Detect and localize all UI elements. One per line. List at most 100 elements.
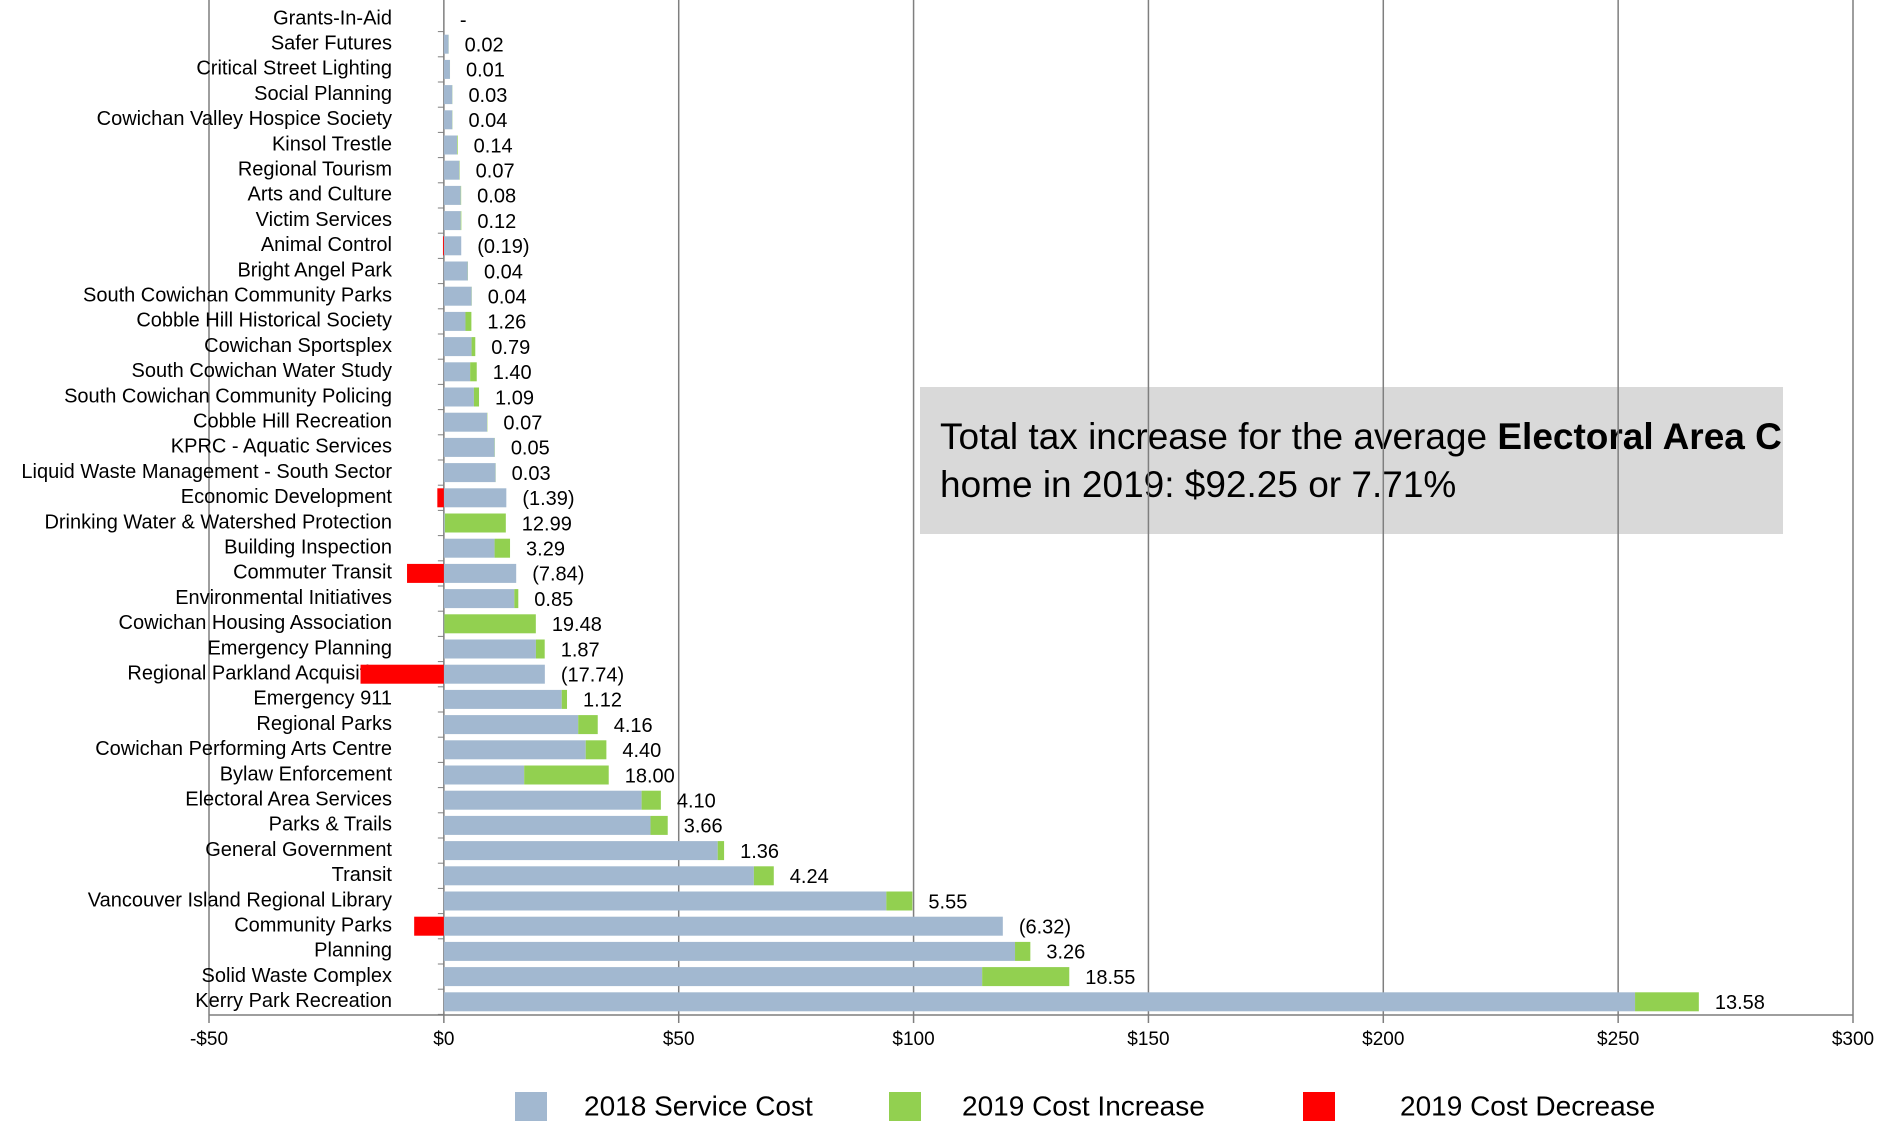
bar-2018 <box>443 236 462 256</box>
category-label: Vancouver Island Regional Library <box>88 889 392 911</box>
bar-decrease <box>442 236 444 256</box>
x-tick-label: $150 <box>1127 1029 1169 1050</box>
bar-2018 <box>443 362 471 382</box>
data-label: 12.99 <box>522 513 572 535</box>
data-label: 4.40 <box>622 740 661 762</box>
data-label: 0.12 <box>477 211 516 233</box>
data-label: 4.24 <box>790 866 829 888</box>
category-label: Transit <box>332 864 393 886</box>
data-label: 0.04 <box>488 286 527 308</box>
bar-increase <box>753 866 774 886</box>
bar-2018 <box>443 563 517 583</box>
data-label: 0.01 <box>466 60 505 82</box>
legend-swatch <box>1303 1092 1335 1121</box>
category-label: Cowichan Valley Hospice Society <box>97 108 392 130</box>
bar-2018 <box>443 387 474 407</box>
bar-increase <box>982 967 1070 987</box>
bar-increase <box>641 790 661 810</box>
bar-2018 <box>443 765 525 785</box>
bar-increase <box>470 362 477 382</box>
category-label: Bright Angel Park <box>237 259 393 281</box>
legend-label: 2018 Service Cost <box>584 1090 813 1121</box>
data-label: 0.04 <box>468 110 507 132</box>
data-label: 18.00 <box>625 765 675 787</box>
bar-2018 <box>443 538 495 558</box>
category-label: Cobble Hill Historical Society <box>136 310 392 332</box>
data-label: 0.07 <box>503 412 542 434</box>
bar-2018 <box>443 261 468 281</box>
data-label: 0.85 <box>534 589 573 611</box>
category-label: Regional Tourism <box>238 158 392 180</box>
category-label: Animal Control <box>261 234 392 256</box>
category-label: Community Parks <box>234 914 392 936</box>
bar-increase <box>514 589 519 609</box>
annotation-text: home in 2019: $92.25 or 7.71% <box>940 464 1456 505</box>
bar-increase <box>444 614 536 634</box>
data-label: 0.03 <box>468 85 507 107</box>
data-label: 0.03 <box>512 463 551 485</box>
bar-2018 <box>443 59 450 79</box>
bar-2018 <box>443 437 495 457</box>
annotation-text: Total tax increase for the average <box>940 416 1497 457</box>
category-label: Grants-In-Aid <box>273 7 392 29</box>
category-label: Economic Development <box>181 486 393 508</box>
bar-2018 <box>443 110 453 130</box>
category-label: Solid Waste Complex <box>202 965 392 987</box>
category-label: Electoral Area Services <box>185 788 392 810</box>
bar-decrease <box>437 488 444 508</box>
legend-label: 2019 Cost Decrease <box>1400 1090 1655 1121</box>
bar-increase <box>535 639 545 659</box>
category-label: Liquid Waste Management - South Sector <box>21 461 392 483</box>
category-label: Social Planning <box>254 83 392 105</box>
bar-2018 <box>443 740 586 760</box>
category-label: Arts and Culture <box>247 184 392 206</box>
data-label: 1.26 <box>487 312 526 334</box>
bar-increase <box>494 538 511 558</box>
bar-2018 <box>443 412 488 432</box>
bar-increase <box>650 815 668 835</box>
data-label: 4.16 <box>614 715 653 737</box>
bar-2018 <box>443 135 458 155</box>
x-tick-label: $100 <box>892 1029 934 1050</box>
category-label: Bylaw Enforcement <box>220 763 393 785</box>
x-tick-label: $250 <box>1597 1029 1639 1050</box>
category-label: Victim Services <box>256 209 392 231</box>
data-label: 3.26 <box>1046 942 1085 964</box>
bar-2018 <box>443 841 718 861</box>
category-label: KPRC - Aquatic Services <box>171 436 392 458</box>
category-label: Kinsol Trestle <box>272 133 392 155</box>
bar-increase <box>460 211 462 231</box>
data-label: 0.79 <box>491 337 530 359</box>
bar-2018 <box>443 891 887 911</box>
data-label: 5.55 <box>928 891 967 913</box>
bar-2018 <box>443 311 466 331</box>
x-tick-label: $0 <box>433 1029 454 1050</box>
category-label: Cowichan Housing Association <box>119 612 393 634</box>
bar-2018 <box>443 790 642 810</box>
category-label: South Cowichan Community Policing <box>64 385 392 407</box>
data-label: 0.08 <box>477 186 516 208</box>
data-label: (1.39) <box>522 488 574 510</box>
annotation-line2: home in 2019: $92.25 or 7.71% <box>940 464 1456 505</box>
bar-increase <box>457 135 458 155</box>
bar-increase <box>1015 941 1031 961</box>
x-tick-label: -$50 <box>190 1029 228 1050</box>
bar-increase <box>524 765 609 785</box>
bar-2018 <box>443 992 1636 1012</box>
bar-decrease <box>407 563 444 583</box>
x-tick-label: $50 <box>663 1029 695 1050</box>
category-label: Emergency 911 <box>253 688 392 710</box>
x-tick-label: $300 <box>1832 1029 1874 1050</box>
bar-increase <box>473 387 480 407</box>
data-label: - <box>460 9 467 31</box>
bar-2018 <box>443 689 562 709</box>
data-label: 3.29 <box>526 538 565 560</box>
legend-label: 2019 Cost Increase <box>962 1090 1205 1121</box>
bar-2018 <box>443 941 1016 961</box>
bar-increase <box>465 311 472 331</box>
bar-2018 <box>443 34 449 54</box>
category-label: South Cowichan Community Parks <box>83 284 392 306</box>
bar-2018 <box>443 286 472 306</box>
data-label: 0.14 <box>474 135 513 157</box>
